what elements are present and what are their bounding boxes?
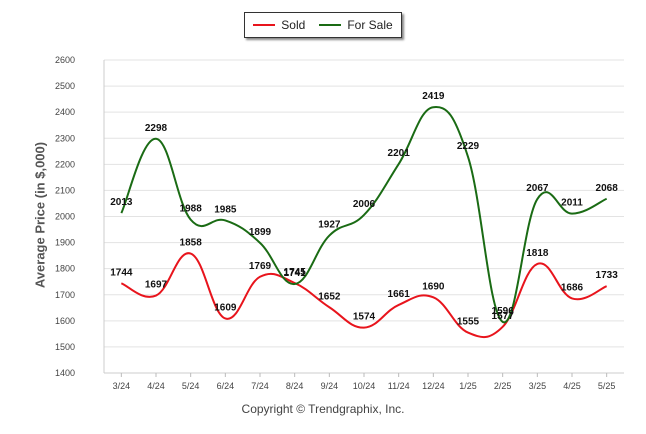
data-label-sold: 1858 (180, 238, 203, 249)
x-tick-label: 4/24 (147, 381, 165, 391)
data-label-sold: 1686 (561, 282, 584, 293)
data-label-for-sale: 2011 (561, 198, 583, 209)
data-label-sold: 1555 (457, 317, 480, 328)
x-tick-label: 5/25 (598, 381, 616, 391)
data-label-sold: 1661 (388, 289, 411, 300)
y-tick-label: 1800 (55, 264, 75, 274)
y-tick-label: 1600 (55, 316, 75, 326)
y-tick-label: 2000 (55, 212, 75, 222)
series-line-for-sale (120, 106, 608, 323)
x-tick-label: 11/24 (388, 381, 410, 391)
data-label-sold: 1574 (353, 312, 376, 323)
y-axis-label: Average Price (in $,000) (32, 141, 48, 289)
x-tick-label: 12/24 (422, 381, 445, 391)
data-label-for-sale: 2298 (145, 123, 168, 134)
data-label-for-sale: 1988 (180, 204, 203, 215)
y-tick-label: 2100 (55, 185, 75, 195)
legend: Sold For Sale (244, 12, 402, 38)
x-tick-label: 10/24 (353, 381, 376, 391)
y-tick-label: 2500 (55, 81, 75, 91)
x-tick-label: 8/24 (286, 381, 304, 391)
data-label-sold: 1577 (492, 311, 515, 322)
x-tick-label: 2/25 (494, 381, 512, 391)
legend-swatch-sold (253, 24, 276, 26)
data-label-for-sale: 1985 (214, 204, 237, 215)
x-tick-label: 3/25 (529, 381, 547, 391)
data-label-for-sale: 2013 (110, 197, 133, 208)
legend-swatch-for-sale (319, 24, 342, 26)
y-tick-label: 2200 (55, 159, 75, 169)
x-tick-label: 3/24 (113, 381, 131, 391)
y-tick-label: 1900 (55, 238, 75, 248)
data-label-sold: 1818 (526, 248, 549, 259)
legend-label-for-sale: For Sale (347, 18, 393, 32)
series-line-sold (120, 252, 608, 339)
x-tick-label: 1/25 (459, 381, 477, 391)
data-label-for-sale: 2067 (526, 183, 549, 194)
legend-item-for-sale[interactable]: For Sale (319, 18, 393, 32)
x-tick-label: 7/24 (251, 381, 269, 391)
data-label-sold: 1690 (422, 281, 445, 292)
y-tick-label: 1500 (55, 342, 75, 352)
y-tick-label: 2400 (55, 107, 75, 117)
data-label-sold: 1745 (284, 267, 307, 278)
data-label-sold: 1652 (318, 291, 341, 302)
y-tick-label: 1700 (55, 290, 75, 300)
copyright-text: Copyright © Trendgraphix, Inc. (241, 402, 405, 416)
x-tick-label: 6/24 (217, 381, 235, 391)
y-tick-label: 2300 (55, 133, 75, 143)
data-label-for-sale: 2419 (422, 91, 445, 102)
data-label-for-sale: 1741 (284, 268, 307, 279)
data-label-sold: 1609 (214, 302, 237, 313)
legend-label-sold: Sold (281, 18, 306, 32)
data-label-for-sale: 2068 (596, 183, 619, 194)
data-label-for-sale: 1596 (492, 306, 515, 317)
y-tick-label: 2600 (55, 55, 75, 65)
data-label-for-sale: 1927 (318, 220, 341, 231)
data-label-sold: 1744 (110, 267, 133, 278)
legend-item-sold[interactable]: Sold (253, 18, 305, 32)
data-label-sold: 1697 (145, 280, 168, 291)
data-label-sold: 1733 (596, 270, 619, 281)
data-label-for-sale: 1899 (249, 227, 272, 238)
y-tick-label: 1400 (55, 368, 75, 378)
x-tick-label: 5/24 (182, 381, 200, 391)
data-label-for-sale: 2229 (457, 141, 480, 152)
data-label-sold: 1769 (249, 261, 272, 272)
x-tick-label: 9/24 (321, 381, 339, 391)
data-label-for-sale: 2006 (353, 199, 376, 210)
x-tick-label: 4/25 (563, 381, 581, 391)
data-label-for-sale: 2201 (388, 148, 411, 159)
